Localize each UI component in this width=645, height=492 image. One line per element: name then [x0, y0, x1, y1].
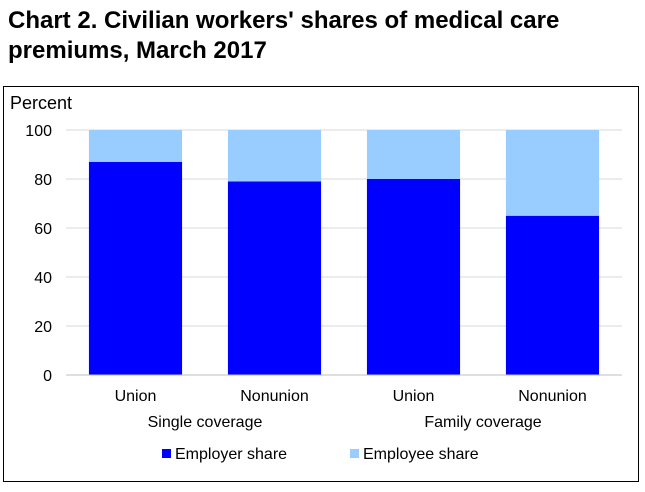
legend-label: Employee share: [363, 446, 479, 463]
legend-label: Employer share: [175, 446, 287, 463]
chart-svg: Percent 0 20 40 60 80 100 Union Nonunion Union No…: [10, 93, 622, 463]
x-category-label: Nonunion: [518, 388, 587, 405]
x-group-label: Family coverage: [424, 414, 541, 431]
bar-employee-share: [88, 130, 183, 162]
y-tick-label: 20: [34, 319, 52, 336]
x-category-label: Union: [393, 388, 435, 405]
bar-employer-share: [88, 161, 183, 375]
x-category-label: Nonunion: [240, 388, 309, 405]
legend-swatch: [350, 449, 359, 458]
bar-employee-share: [505, 130, 600, 216]
bar-employer-share: [505, 215, 600, 375]
bar-employee-share: [227, 130, 322, 182]
bars: [88, 130, 600, 375]
y-tick-label: 80: [34, 172, 52, 189]
y-tick-label: 40: [34, 270, 52, 287]
axis-labels: 0 20 40 60 80 100 Union Nonunion Union Nonunion Si…: [25, 123, 586, 431]
y-tick-label: 0: [43, 368, 52, 385]
legend-swatch: [162, 449, 171, 458]
bar-employer-share: [227, 181, 322, 375]
bar-employer-share: [366, 179, 461, 375]
y-axis-label: Percent: [10, 93, 72, 113]
x-category-label: Union: [115, 388, 157, 405]
chart-title: Chart 2. Civilian workers' shares of med…: [8, 7, 560, 64]
chart-area: Percent 0 20 40 60 80 100 Union Nonunion Union No…: [3, 86, 639, 482]
y-tick-label: 100: [25, 123, 52, 140]
x-group-label: Single coverage: [148, 414, 263, 431]
legend: Employer share Employee share: [162, 446, 479, 463]
bar-employee-share: [366, 130, 461, 179]
y-tick-label: 60: [34, 221, 52, 238]
